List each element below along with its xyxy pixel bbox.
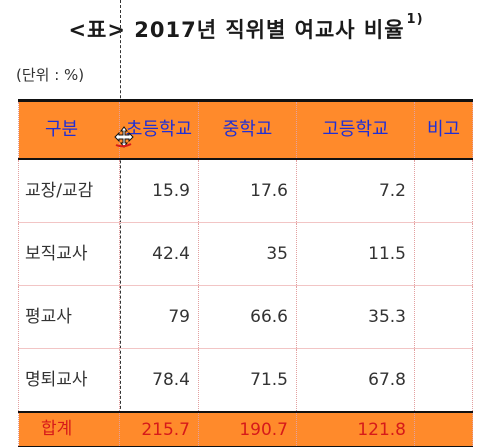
cell-middle[interactable]: 66.6 — [198, 285, 297, 349]
row-label[interactable]: 교장/교감 — [18, 159, 120, 223]
page-title: <표> 2017년 직위별 여교사 비율 1) — [0, 12, 492, 44]
cell-elementary[interactable]: 42.4 — [119, 222, 199, 286]
total-high[interactable]: 121.8 — [296, 411, 415, 447]
header-category[interactable]: 구분 — [18, 99, 120, 160]
column-resize-cursor-icon — [114, 126, 134, 148]
header-row: 구분 초등학교 중학교 고등학교 비고 — [18, 99, 473, 160]
cell-middle[interactable]: 17.6 — [198, 159, 297, 223]
cell-middle[interactable]: 71.5 — [198, 348, 297, 413]
cell-high[interactable]: 67.8 — [296, 348, 415, 413]
table-row: 보직교사 42.4 35 11.5 — [18, 222, 473, 286]
header-middle[interactable]: 중학교 — [198, 99, 297, 160]
table-row: 명퇴교사 78.4 71.5 67.8 — [18, 348, 473, 413]
row-label[interactable]: 보직교사 — [18, 222, 120, 286]
cell-elementary[interactable]: 79 — [119, 285, 199, 349]
cell-note[interactable] — [414, 285, 473, 349]
total-middle[interactable]: 190.7 — [198, 411, 297, 447]
row-label[interactable]: 명퇴교사 — [18, 348, 120, 413]
table-row: 평교사 79 66.6 35.3 — [18, 285, 473, 349]
table-row: 교장/교감 15.9 17.6 7.2 — [18, 159, 473, 223]
total-row: 합계 215.7 190.7 121.8 — [18, 411, 473, 447]
cell-high[interactable]: 7.2 — [296, 159, 415, 223]
row-label[interactable]: 평교사 — [18, 285, 120, 349]
header-note[interactable]: 비고 — [414, 99, 473, 160]
cell-high[interactable]: 35.3 — [296, 285, 415, 349]
ratio-table: 구분 초등학교 중학교 고등학교 비고 교장/교감 15.9 17.6 7.2 … — [18, 99, 473, 447]
title-footnote-marker: 1) — [406, 12, 424, 27]
cell-elementary[interactable]: 78.4 — [119, 348, 199, 413]
cell-high[interactable]: 11.5 — [296, 222, 415, 286]
total-note[interactable] — [414, 411, 473, 447]
title-text: <표> 2017년 직위별 여교사 비율 — [68, 18, 405, 42]
header-elementary[interactable]: 초등학교 — [119, 99, 199, 160]
unit-label: (단위 : %) — [16, 66, 85, 84]
total-elementary[interactable]: 215.7 — [119, 411, 199, 447]
cell-note[interactable] — [414, 348, 473, 413]
total-label[interactable]: 합계 — [18, 411, 120, 447]
cell-middle[interactable]: 35 — [198, 222, 297, 286]
cell-note[interactable] — [414, 159, 473, 223]
header-high[interactable]: 고등학교 — [296, 99, 415, 160]
cell-note[interactable] — [414, 222, 473, 286]
cell-elementary[interactable]: 15.9 — [119, 159, 199, 223]
